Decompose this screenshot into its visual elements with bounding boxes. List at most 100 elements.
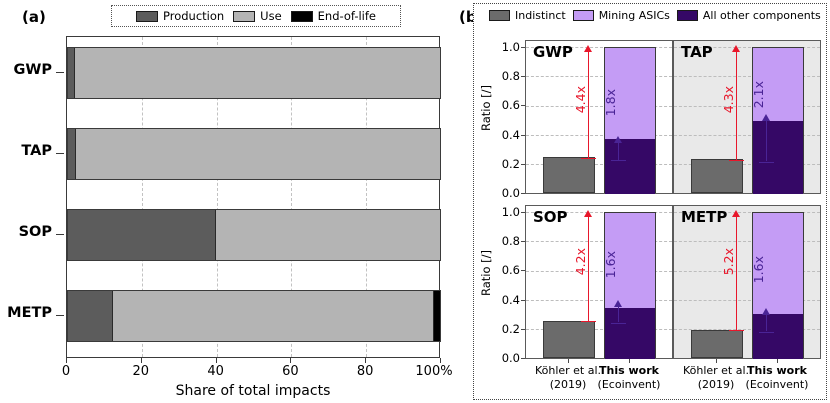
gridline-0.4	[674, 299, 820, 301]
bar-this-work-gwp	[604, 47, 656, 194]
b-xlabel-line2: (Ecoinvent)	[745, 377, 809, 391]
gridline-1.0	[674, 212, 820, 214]
panel-a-x-axis-title: Share of total impacts	[175, 383, 331, 399]
b-xtick-3	[716, 359, 717, 363]
table-row	[67, 209, 441, 261]
gridline-0.6	[526, 270, 672, 272]
b-xlabel-kohler-1: Köhler et al. (2019)	[535, 364, 601, 392]
x-label-0: 0	[61, 364, 71, 379]
y-label-gwp: GWP	[13, 62, 52, 78]
b-ytick-1.0-top	[521, 47, 525, 48]
legend-label-production: Production	[162, 9, 225, 23]
panel-a-label: (a)	[22, 8, 46, 26]
legend-swatch-mining-asics	[572, 9, 594, 21]
b-ytick-0.6-bottom	[521, 270, 525, 272]
gridline-1.0	[674, 47, 820, 49]
legend-swatch-indistinct	[489, 9, 510, 21]
bar-segment-mining-asics	[753, 48, 803, 121]
legend-label-all-other-components: All other components	[702, 8, 821, 22]
b-xlabel-this-work-2: This work (Ecoinvent)	[746, 364, 809, 392]
x-label-60: 60	[282, 364, 299, 379]
panel-b-y-axis-title-top: Ratio [/]	[479, 85, 493, 132]
bar-this-work-tap	[752, 47, 804, 194]
b-ytick-0.4-top	[521, 134, 525, 136]
y-tick-metp	[56, 315, 64, 316]
b-ytick-label-0.6-bottom: 0.6	[501, 263, 520, 278]
bar-segment-use	[75, 129, 440, 179]
gridline-0.2	[674, 329, 820, 330]
bar-segment-mining-asics	[605, 48, 655, 140]
b-ytick-label-0.4-bottom: 0.4	[501, 292, 520, 307]
y-label-sop: SOP	[18, 224, 52, 240]
gridline-0.2	[674, 164, 820, 165]
gridline-1.0	[526, 47, 672, 49]
bar-kohler-metp	[691, 329, 743, 358]
b-ytick-label-1.0-top: 1.0	[501, 40, 520, 54]
y-tick-tap	[56, 153, 64, 154]
b-xtick-4	[777, 359, 778, 363]
legend-item-use: Use	[233, 9, 282, 23]
x-tick-0	[66, 358, 67, 363]
bar-kohler-sop	[543, 320, 595, 358]
subplot-title-sop: SOP	[533, 208, 568, 226]
table-row	[67, 290, 441, 342]
legend-item-end-of-life: End-of-life	[290, 9, 376, 23]
b-ytick-1.0-bottom	[521, 212, 525, 213]
bar-kohler-tap	[691, 159, 743, 193]
y-tick-gwp	[56, 72, 64, 73]
legend-label-indistinct: Indistinct	[515, 8, 566, 22]
b-xlabel-line2: (2019)	[697, 377, 735, 391]
subplot-sop: SOP 4.2x 1.6x	[525, 205, 673, 359]
bar-this-work-sop	[604, 212, 656, 359]
subplot-title-tap: TAP	[681, 43, 713, 61]
legend-item-all-other-components: All other components	[676, 8, 821, 22]
b-ytick-label-0.8-top: 0.8	[501, 69, 520, 84]
b-xlabel-line1: Köhler et al.	[534, 364, 602, 377]
gridline-0.2	[526, 164, 672, 165]
b-xtick-2	[629, 359, 630, 363]
legend-label-end-of-life: End-of-life	[317, 9, 376, 23]
x-tick-80	[365, 358, 367, 363]
gridline-1.0	[526, 212, 672, 214]
x-label-100: 100%	[415, 364, 453, 379]
b-ytick-label-0.4-top: 0.4	[501, 127, 520, 142]
gridline-0.2	[526, 329, 672, 330]
table-row	[67, 47, 441, 99]
gridline-0.4	[526, 299, 672, 301]
panel-b-legend: Indistinct Mining ASICs All other compon…	[489, 5, 827, 25]
y-label-metp: METP	[7, 305, 52, 321]
panel-a-legend: Production Use End-of-life	[111, 5, 401, 27]
bar-segment-use	[73, 48, 440, 98]
bar-segment-mining-asics	[753, 213, 803, 314]
b-ytick-label-0.6-top: 0.6	[501, 98, 520, 113]
table-row	[67, 128, 441, 180]
b-xtick-1	[568, 359, 569, 363]
gridline-0.8	[526, 76, 672, 78]
legend-swatch-end-of-life	[290, 10, 313, 22]
gridline-0.4	[674, 134, 820, 136]
subplot-tap: TAP 4.3x 2.1x	[673, 40, 821, 194]
bar-kohler-gwp	[543, 157, 595, 193]
legend-swatch-production	[135, 10, 158, 22]
b-ytick-label-0.2-bottom: 0.2	[501, 321, 520, 336]
gridline-0.8	[674, 76, 820, 78]
legend-swatch-use	[233, 10, 256, 22]
subplot-gwp: GWP 4.4x 1.8x	[525, 40, 673, 194]
bar-segment-end-of-life	[433, 291, 440, 341]
b-ytick-0.2-top	[521, 163, 525, 165]
b-ytick-0.0-bottom	[521, 358, 525, 359]
gridline-60	[291, 37, 293, 357]
x-tick-60	[290, 358, 292, 363]
subplot-title-metp: METP	[681, 208, 728, 226]
legend-label-mining-asics: Mining ASICs	[598, 8, 670, 22]
b-ytick-0.0-top	[521, 193, 525, 194]
gridline-0.6	[674, 270, 820, 272]
b-ytick-0.8-top	[521, 76, 525, 78]
b-ytick-label-0.0-bottom: 0.0	[501, 351, 520, 365]
gridline-20	[141, 37, 143, 357]
bar-segment-all-other-components	[605, 307, 655, 359]
legend-item-production: Production	[135, 9, 225, 23]
gridline-0.6	[674, 105, 820, 107]
bar-segment-production	[68, 291, 113, 341]
